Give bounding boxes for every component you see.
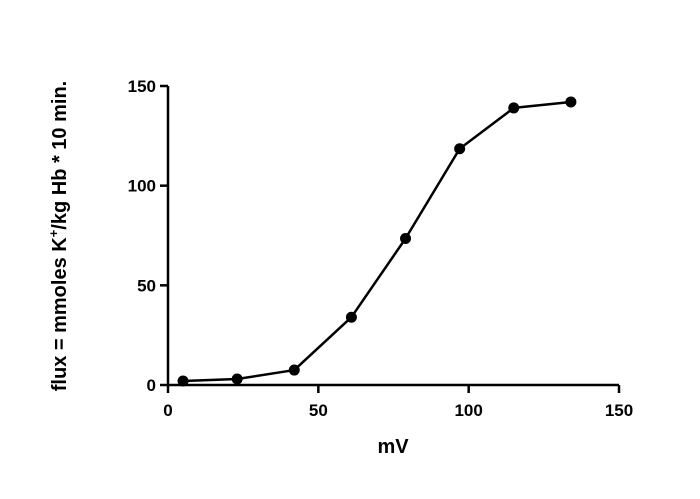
y-axis-title-superscript: + [46, 229, 61, 237]
x-tick-label: 50 [309, 401, 328, 420]
x-axis-title: mV [377, 436, 409, 458]
data-point [345, 311, 357, 323]
x-ticks: 0 50 100 150 [163, 385, 633, 420]
y-axis-title-rest: /kg Hb * 10 min. [49, 81, 71, 230]
data-point [454, 143, 466, 155]
y-ticks: 0 50 100 150 [128, 77, 168, 395]
series-line [182, 100, 572, 383]
x-tick-label: 150 [605, 401, 633, 420]
y-axis-title: flux = mmoles K+/kg Hb * 10 min. [46, 81, 71, 391]
y-tick-label: 100 [128, 177, 156, 196]
data-point [177, 375, 189, 387]
y-tick-label: 50 [137, 276, 156, 295]
data-points [177, 96, 577, 387]
data-point [400, 232, 412, 244]
data-point [508, 102, 520, 114]
y-axis-title-main: flux = mmoles K [49, 237, 71, 391]
y-tick-label: 150 [128, 77, 156, 96]
y-tick-label: 0 [147, 376, 156, 395]
data-point [565, 96, 577, 108]
data-point [231, 373, 243, 385]
x-tick-label: 100 [454, 401, 482, 420]
x-tick-label: 0 [163, 401, 172, 420]
data-point [288, 364, 300, 376]
